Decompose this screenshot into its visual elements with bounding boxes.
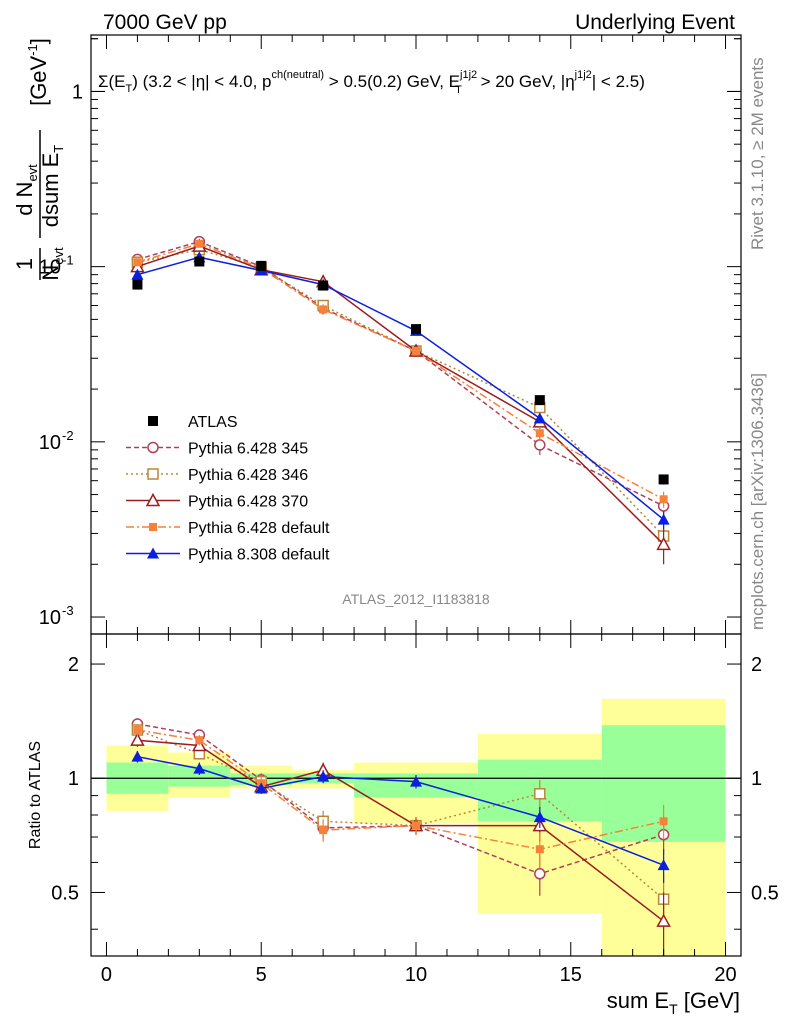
ratio-ylabel: Ratio to ATLAS: [27, 741, 44, 849]
legend-marker-pythia-6-428-default: [149, 523, 157, 531]
ratio-band-inner: [168, 765, 231, 787]
ratio-xtick-label: 0: [101, 964, 112, 986]
main-ylabel: 1 Nevt d Nevt dsum ET [GeV-1]: [12, 38, 66, 281]
ratio-pythia-6-428-345-point: [534, 868, 546, 880]
main-ytick-label: 10: [39, 607, 61, 629]
atlas-point: [318, 280, 329, 291]
analysis-label: ATLAS_2012_I1183818: [342, 591, 490, 607]
main-panel-ticks: 10 -310 -210 -11: [39, 35, 741, 634]
legend-marker-pythia-6-428-370: [145, 492, 161, 507]
legend-marker-pythia-8-308-default: [147, 547, 159, 559]
ratio-ytick-label-left: 1: [68, 768, 79, 790]
ratio-pythia-8-308-default-point: [533, 811, 546, 823]
main-ytick-label-exponent: -3: [62, 603, 74, 618]
main-ytick-label-exponent: -1: [62, 253, 74, 268]
ratio-ytick-label-left: 0.5: [51, 882, 79, 904]
ratio-pythia-8-308-default-point: [255, 782, 268, 794]
ratio-panel-data: [130, 718, 671, 956]
legend-marker-pythia-6-428-346: [147, 468, 159, 480]
atlas-point: [534, 395, 545, 406]
ratio-pythia-8-308-default-point: [193, 762, 206, 774]
pythia-6-428-default-point: [319, 305, 328, 314]
pythia-6-428-default-point: [195, 239, 204, 248]
main-ytick-label: 1: [72, 81, 83, 103]
pythia-6-428-default-point: [133, 258, 142, 267]
main-ytick-label: 10: [39, 432, 61, 454]
ratio-pythia-6-428-default-point: [412, 821, 420, 830]
ratio-xtick-label: 15: [560, 964, 582, 986]
legend-label-pythia-6-428-345: Pythia 6.428 345: [188, 441, 308, 458]
main-panel-data: [130, 235, 671, 565]
legend-marker-atlas: [148, 416, 158, 426]
svg-text:dsum ET: dsum ET: [38, 145, 66, 228]
atlas-point: [132, 279, 143, 290]
pythia-6-428-370-point: [656, 536, 671, 551]
legend-label-pythia-6-428-346: Pythia 6.428 346: [188, 467, 308, 484]
pythia-8-308-default-point: [131, 268, 144, 280]
header-left: 7000 GeV pp: [103, 11, 227, 34]
ratio-xtick-label: 20: [714, 964, 736, 986]
ratio-ytick-label-right: 0.5: [751, 882, 779, 904]
ratio-pythia-6-428-346-point: [534, 788, 546, 800]
pythia-6-428-345-point: [534, 439, 546, 451]
pythia-6-428-default-point: [659, 495, 668, 504]
legend-label-atlas: ATLAS: [188, 414, 238, 431]
ratio-xtick-label: 5: [256, 964, 267, 986]
atlas-point: [658, 474, 669, 485]
main-ytick-label: 10: [39, 257, 61, 279]
ratio-pythia-6-428-default-point: [195, 736, 204, 745]
ratio-pythia-6-428-370-point: [130, 732, 145, 746]
mcplots-reference-label: mcplots.cern.ch [arXiv:1306.3436]: [748, 373, 767, 630]
ratio-pythia-6-428-370-point: [656, 913, 671, 927]
ratio-pythia-8-308-default-point: [657, 859, 670, 871]
ratio-pythia-6-428-default-point: [319, 826, 328, 835]
legend-label-pythia-8-308-default: Pythia 8.308 default: [188, 547, 330, 564]
legend: ATLAS Pythia 6.428 345 Pythia 6.428 346 Pyt…: [126, 414, 330, 564]
ratio-pythia-6-428-default-point: [535, 845, 544, 854]
legend-label-pythia-6-428-default: Pythia 6.428 default: [188, 520, 330, 537]
rivet-version-label: Rivet 3.1.10, ≥ 2M events: [748, 57, 767, 250]
ratio-panel-ticks: 0.5 0.51 12 20 5 10 15 20: [51, 634, 779, 986]
ratio-pythia-8-308-default-point: [131, 750, 144, 762]
ratio-ytick-label-right: 2: [751, 654, 762, 676]
legend-marker-pythia-6-428-345: [147, 441, 159, 454]
ratio-ytick-label-left: 2: [68, 654, 79, 676]
pythia-6-428-default-point: [535, 429, 544, 438]
pythia-8-308-default-point: [657, 513, 670, 525]
ratio-pythia-6-428-default-point: [133, 726, 142, 735]
atlas-point: [194, 256, 205, 267]
ratio-pythia-8-308-default-point: [410, 775, 422, 787]
header-right: Underlying Event: [575, 11, 735, 34]
pythia-6-428-default-point: [412, 346, 420, 355]
ratio-xtick-label: 10: [405, 964, 427, 986]
main-ytick-label-exponent: -2: [62, 428, 74, 443]
pythia-8-308-default-point: [533, 412, 546, 424]
ratio-pythia-8-308-default-point: [317, 770, 330, 782]
atlas-point: [411, 324, 421, 335]
atlas-point: [256, 260, 267, 271]
ratio-ytick-label-right: 1: [751, 768, 762, 790]
svg-text:1: 1: [12, 258, 37, 270]
ratio-pythia-6-428-default-point: [659, 817, 668, 826]
legend-label-pythia-6-428-370: Pythia 6.428 370: [188, 494, 308, 511]
